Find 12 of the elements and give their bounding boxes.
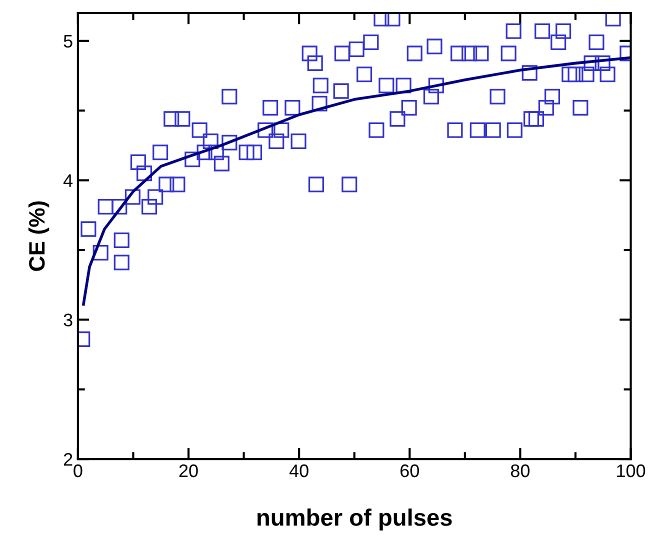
x-tick-label: 20 <box>179 464 198 478</box>
y-axis-title: CE (%) <box>28 201 50 271</box>
x-axis-title: number of pulses <box>258 508 452 531</box>
y-tick-label: 3 <box>64 314 72 326</box>
x-tick-label: 80 <box>510 464 530 478</box>
x-tick-label: 40 <box>289 464 308 478</box>
x-tick-label: 60 <box>400 464 419 478</box>
x-tick-label: 0 <box>74 464 82 478</box>
y-tick-label: 2 <box>64 453 72 466</box>
y-tick-label: 5 <box>64 35 72 48</box>
x-tick-label: 100 <box>617 464 646 478</box>
y-tick-label: 4 <box>63 174 73 187</box>
